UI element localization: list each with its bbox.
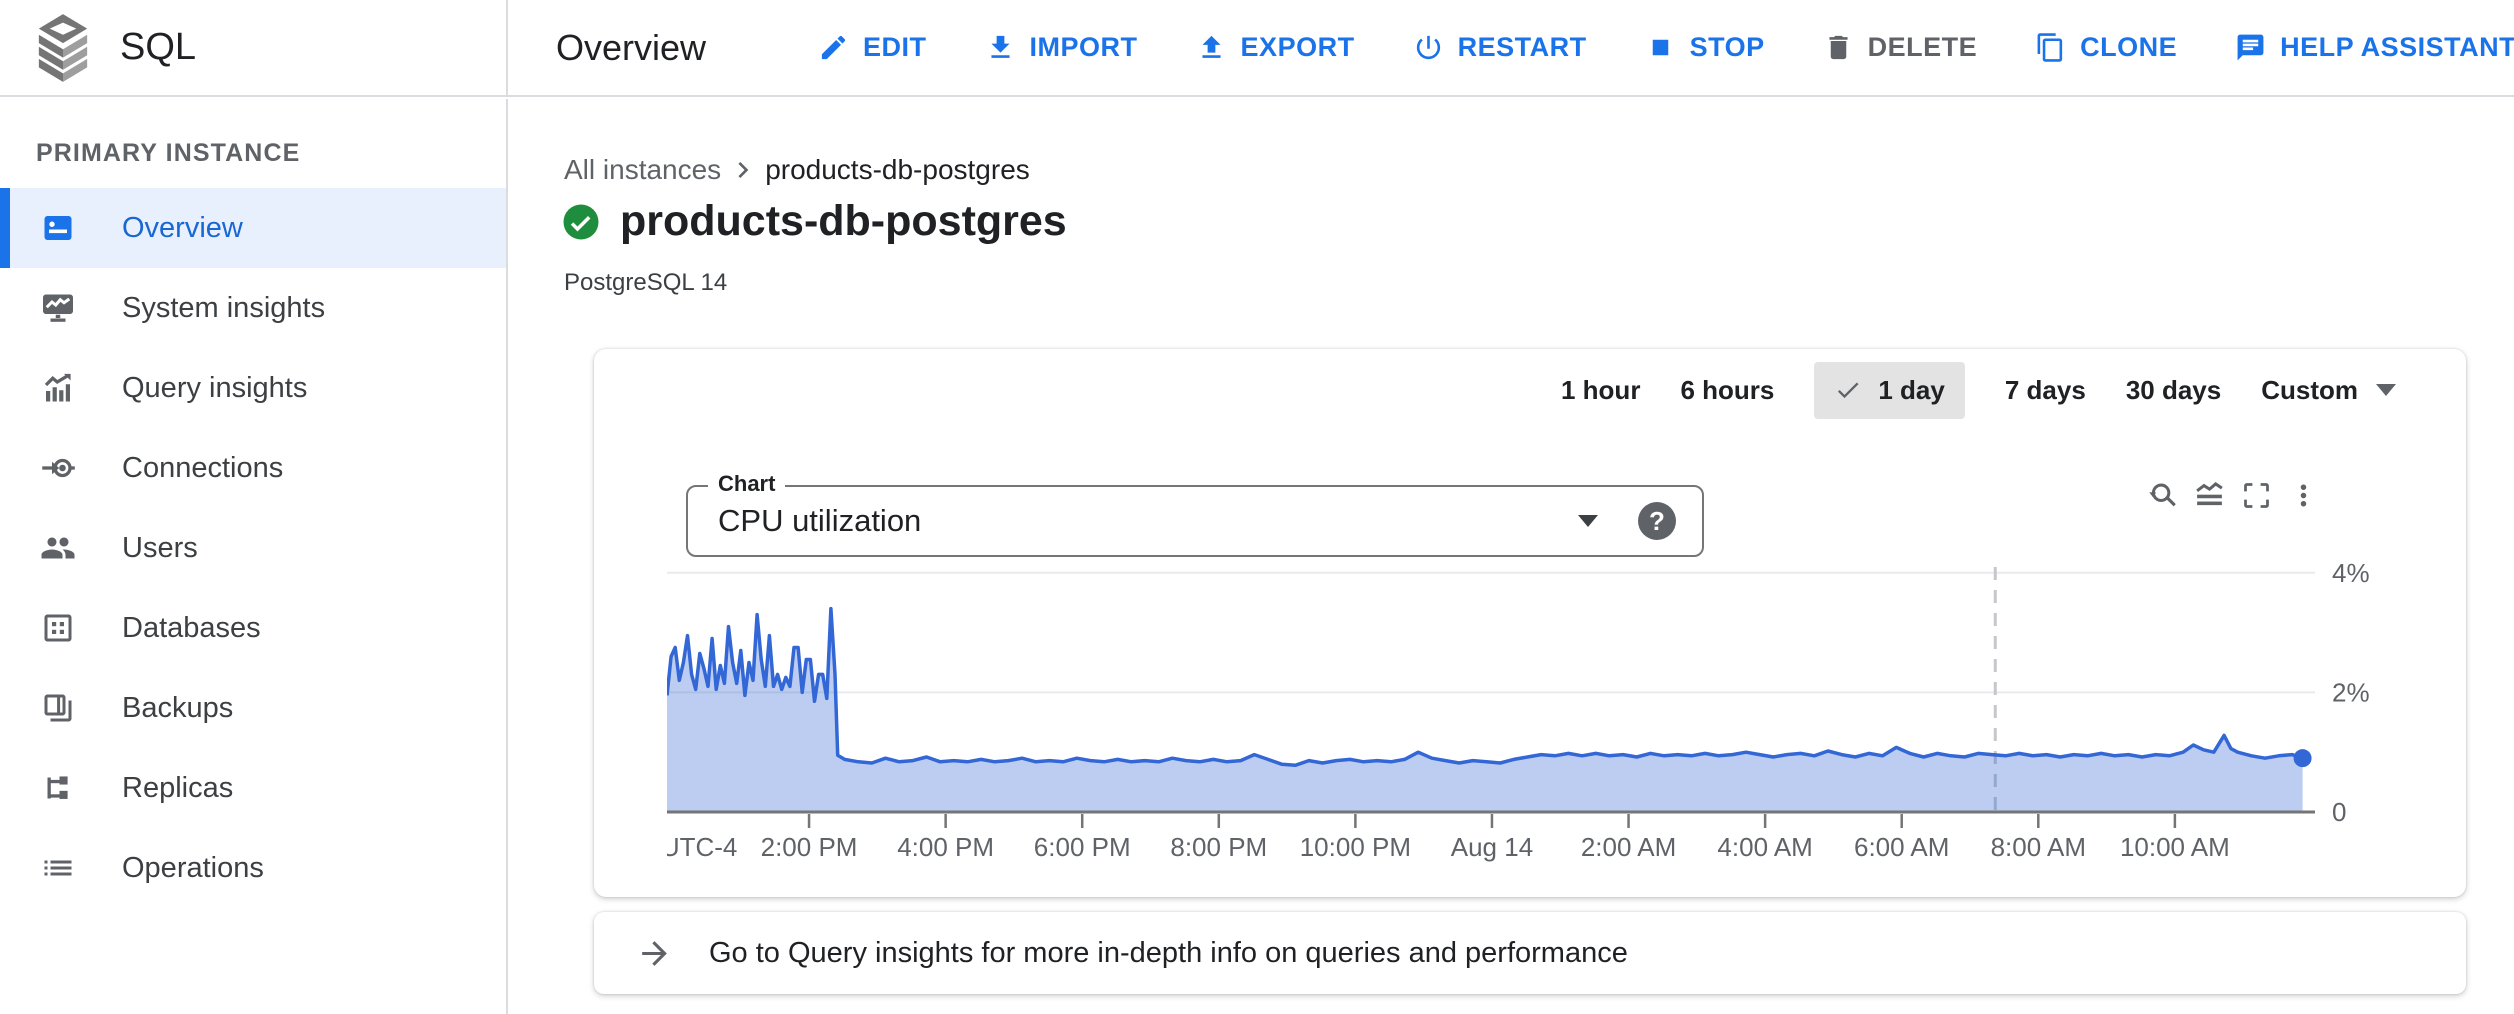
- database-grid-icon: [44, 614, 72, 642]
- svg-text:4:00 AM: 4:00 AM: [1717, 832, 1812, 862]
- page-action-bar: Overview EDIT IMPORT EXPORT RESTART: [508, 0, 2514, 95]
- sidebar-item-backups[interactable]: Backups: [0, 668, 506, 748]
- clone-button[interactable]: CLONE: [2035, 32, 2177, 63]
- instance-overview-icon: [44, 216, 72, 240]
- stop-button[interactable]: STOP: [1645, 32, 1765, 63]
- trash-delete-icon: [1829, 35, 1848, 60]
- main-content: All instances products-db-postgres produ…: [510, 99, 2514, 1014]
- sidebar-item-operations[interactable]: Operations: [0, 828, 506, 908]
- more-options-icon[interactable]: [2287, 479, 2320, 512]
- sidebar-item-replicas[interactable]: Replicas: [0, 748, 506, 828]
- backup-copies-icon: [44, 694, 72, 722]
- sql-database-logo-icon: [38, 13, 88, 82]
- svg-text:2%: 2%: [2332, 677, 2370, 707]
- power-restart-icon: [1416, 35, 1440, 60]
- product-brand: SQL: [0, 0, 508, 95]
- chart-metric-value: CPU utilization: [718, 503, 922, 538]
- chat-assistant-icon: [2237, 34, 2264, 61]
- sidebar-item-connections[interactable]: Connections: [0, 428, 506, 508]
- status-healthy-check-icon: [563, 204, 599, 239]
- sidebar-item-databases[interactable]: Databases: [0, 588, 506, 668]
- delete-button[interactable]: DELETE: [1823, 32, 1978, 63]
- svg-text:10:00 PM: 10:00 PM: [1300, 832, 1411, 862]
- fullscreen-icon[interactable]: [2240, 479, 2273, 512]
- edit-button[interactable]: EDIT: [818, 32, 927, 63]
- cpu-utilization-chart[interactable]: UTC-4 2:00 PM 4:00 PM 6:00 PM 8:00 PM 10:00 P…: [667, 559, 2466, 871]
- help-assistant-button[interactable]: HELP ASSISTANT: [2235, 32, 2514, 63]
- caret-down-icon: [2376, 384, 2396, 396]
- area-chart-mode-icon[interactable]: [2193, 479, 2226, 512]
- breadcrumb: All instances products-db-postgres: [564, 154, 1030, 186]
- query-insights-banner[interactable]: Go to Query insights for more in-depth i…: [594, 912, 2466, 994]
- time-range-7-days[interactable]: 7 days: [2004, 374, 2086, 405]
- svg-text:2:00 AM: 2:00 AM: [1581, 832, 1676, 862]
- import-button[interactable]: IMPORT: [985, 32, 1138, 63]
- instance-title: products-db-postgres: [620, 197, 1067, 245]
- engine-version: PostgreSQL 14: [564, 269, 728, 296]
- select-caret-icon: [1578, 515, 1598, 527]
- sidebar-item-users[interactable]: Users: [0, 508, 506, 588]
- operations-list-icon: [44, 860, 72, 876]
- users-people-icon: [41, 537, 75, 559]
- stop-square-icon: [1652, 39, 1668, 56]
- sidebar-item-system-insights[interactable]: System insights: [0, 268, 506, 348]
- cpu-chart-svg[interactable]: UTC-4 2:00 PM 4:00 PM 6:00 PM 8:00 PM 10:00 P…: [667, 559, 2466, 871]
- breadcrumb-all-instances[interactable]: All instances: [564, 154, 722, 185]
- chart-toolbar: [2146, 479, 2320, 512]
- time-range-1-day-selected[interactable]: 1 day: [1814, 361, 1965, 419]
- svg-text:0: 0: [2332, 797, 2346, 827]
- svg-text:2:00 PM: 2:00 PM: [761, 832, 858, 862]
- chart-metric-select[interactable]: Chart CPU utilization ?: [686, 471, 1704, 557]
- sidebar-item-overview[interactable]: Overview: [0, 188, 506, 268]
- svg-text:4%: 4%: [2332, 559, 2370, 588]
- copy-clone-icon: [2037, 33, 2063, 62]
- edit-pencil-icon: [821, 35, 846, 60]
- help-icon[interactable]: ?: [1638, 502, 1676, 540]
- time-range-selector: 1 hour 6 hours 1 day 7 days 30 days Cust…: [1561, 361, 2396, 419]
- breadcrumb-current: products-db-postgres: [765, 154, 1030, 185]
- sidebar-section-label: PRIMARY INSTANCE: [36, 139, 301, 167]
- svg-text:8:00 AM: 8:00 AM: [1991, 832, 2086, 862]
- instance-title-row: products-db-postgres: [560, 197, 1067, 246]
- replica-tree-icon: [47, 776, 68, 799]
- metrics-card: 1 hour 6 hours 1 day 7 days 30 days Cust…: [594, 349, 2466, 897]
- chart-select-label: Chart: [708, 471, 786, 497]
- time-range-custom[interactable]: Custom: [2261, 375, 2396, 406]
- sidebar-item-query-insights[interactable]: Query insights: [0, 348, 506, 428]
- query-insights-banner-text: Go to Query insights for more in-depth i…: [709, 936, 1628, 969]
- bar-chart-trend-icon: [44, 373, 71, 402]
- time-range-30-days[interactable]: 30 days: [2125, 374, 2222, 405]
- reset-zoom-icon[interactable]: [2146, 479, 2179, 512]
- sidebar: PRIMARY INSTANCE Overview System insight…: [0, 99, 508, 1014]
- toolbar-actions: EDIT IMPORT EXPORT RESTART STOP: [818, 32, 2514, 63]
- svg-text:10:00 AM: 10:00 AM: [2120, 832, 2230, 862]
- export-upload-icon: [1202, 35, 1221, 58]
- export-button[interactable]: EXPORT: [1196, 32, 1355, 63]
- svg-text:4:00 PM: 4:00 PM: [897, 832, 994, 862]
- arrow-forward-icon: [642, 940, 667, 966]
- time-range-1-hour[interactable]: 1 hour: [1560, 374, 1641, 405]
- chevron-right-icon: [738, 162, 749, 178]
- page-title: Overview: [556, 26, 707, 68]
- import-download-icon: [991, 35, 1010, 58]
- restart-button[interactable]: RESTART: [1413, 32, 1587, 63]
- svg-text:Aug 14: Aug 14: [1451, 832, 1533, 862]
- top-bar: SQL Overview EDIT IMPORT EXPORT: [0, 0, 2514, 97]
- product-name: SQL: [120, 26, 197, 68]
- svg-text:8:00 PM: 8:00 PM: [1170, 832, 1267, 862]
- svg-text:6:00 AM: 6:00 AM: [1854, 832, 1949, 862]
- connection-plug-icon: [42, 458, 75, 478]
- monitor-chart-icon: [43, 294, 73, 322]
- check-icon: [1838, 382, 1859, 399]
- svg-text:UTC-4: UTC-4: [667, 832, 737, 862]
- time-range-6-hours[interactable]: 6 hours: [1680, 374, 1775, 405]
- svg-text:6:00 PM: 6:00 PM: [1034, 832, 1131, 862]
